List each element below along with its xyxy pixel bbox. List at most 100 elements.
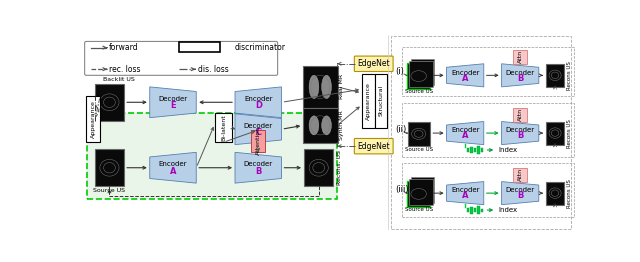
Text: D: D (255, 101, 262, 111)
Text: EdgeNet: EdgeNet (357, 59, 390, 68)
Text: A: A (462, 192, 468, 200)
Text: Encoder: Encoder (244, 96, 273, 102)
Text: rec. loss: rec. loss (109, 65, 140, 74)
Text: Decoder: Decoder (159, 96, 188, 102)
Ellipse shape (309, 75, 319, 99)
Polygon shape (447, 182, 484, 205)
FancyBboxPatch shape (477, 206, 479, 214)
Text: dis. loss: dis. loss (198, 65, 228, 74)
FancyBboxPatch shape (411, 177, 434, 203)
Text: Bi-latent: Bi-latent (221, 114, 226, 141)
FancyBboxPatch shape (84, 41, 278, 75)
FancyBboxPatch shape (410, 178, 433, 205)
Polygon shape (502, 182, 539, 205)
FancyBboxPatch shape (95, 84, 124, 121)
Text: Decoder: Decoder (506, 187, 535, 193)
Text: A: A (462, 74, 468, 83)
Text: Decoder: Decoder (506, 127, 535, 133)
Ellipse shape (309, 116, 319, 135)
FancyBboxPatch shape (303, 66, 338, 108)
Text: A: A (170, 167, 176, 176)
FancyBboxPatch shape (362, 74, 374, 128)
Text: Decoder: Decoder (244, 123, 273, 129)
Text: (iii): (iii) (396, 185, 409, 194)
Text: C: C (255, 128, 261, 138)
FancyBboxPatch shape (407, 63, 430, 89)
Text: Recons US: Recons US (566, 61, 572, 90)
Text: (i): (i) (396, 67, 404, 76)
Text: Source US: Source US (404, 207, 433, 212)
Polygon shape (447, 122, 484, 145)
FancyBboxPatch shape (215, 113, 232, 142)
Text: B: B (517, 131, 524, 140)
Text: Attention: Attention (256, 126, 260, 155)
Text: B: B (255, 167, 261, 176)
Text: Attn: Attn (518, 168, 523, 181)
Text: Appearance: Appearance (366, 82, 371, 120)
Text: Decoder: Decoder (506, 69, 535, 75)
Text: (ii): (ii) (396, 125, 406, 134)
Text: Encoder: Encoder (451, 127, 479, 133)
Text: A: A (462, 131, 468, 140)
Text: Attn: Attn (518, 108, 523, 121)
FancyBboxPatch shape (513, 50, 527, 64)
Text: discriminator: discriminator (235, 43, 286, 52)
Text: Recons US: Recons US (566, 119, 572, 148)
FancyBboxPatch shape (411, 59, 434, 85)
Polygon shape (150, 87, 196, 118)
Text: Source US: Source US (404, 147, 433, 152)
Polygon shape (235, 152, 282, 183)
FancyBboxPatch shape (470, 146, 472, 154)
FancyBboxPatch shape (467, 148, 469, 152)
FancyBboxPatch shape (467, 208, 469, 212)
FancyBboxPatch shape (481, 149, 483, 151)
FancyBboxPatch shape (546, 122, 564, 145)
Text: Source US: Source US (404, 89, 433, 94)
Text: Backlit US: Backlit US (103, 77, 135, 82)
Text: Index: Index (499, 207, 518, 213)
Text: Index: Index (499, 147, 518, 153)
Text: Synth MR: Synth MR (339, 111, 344, 140)
Text: Structural: Structural (378, 85, 383, 116)
FancyBboxPatch shape (304, 149, 333, 186)
FancyBboxPatch shape (179, 42, 220, 52)
Text: Encoder: Encoder (451, 69, 479, 75)
Text: Source US: Source US (93, 188, 125, 193)
Text: Recons US: Recons US (566, 179, 572, 208)
FancyBboxPatch shape (546, 182, 564, 205)
Polygon shape (447, 64, 484, 87)
Polygon shape (502, 122, 539, 145)
FancyBboxPatch shape (470, 207, 472, 214)
FancyBboxPatch shape (477, 146, 479, 154)
FancyBboxPatch shape (87, 113, 337, 199)
Text: forward: forward (109, 43, 138, 52)
FancyBboxPatch shape (410, 61, 433, 87)
FancyBboxPatch shape (355, 139, 393, 154)
Text: Attn: Attn (518, 50, 523, 63)
Text: B: B (517, 192, 524, 200)
Text: Encoder: Encoder (451, 187, 479, 193)
FancyBboxPatch shape (374, 74, 387, 128)
FancyBboxPatch shape (355, 56, 393, 72)
FancyBboxPatch shape (474, 148, 476, 152)
FancyBboxPatch shape (303, 108, 338, 143)
FancyBboxPatch shape (252, 130, 265, 151)
Text: E: E (170, 101, 176, 111)
FancyBboxPatch shape (95, 149, 124, 186)
FancyBboxPatch shape (408, 122, 429, 146)
Text: B: B (517, 74, 524, 83)
Polygon shape (235, 114, 282, 145)
FancyBboxPatch shape (474, 208, 476, 212)
FancyBboxPatch shape (86, 96, 100, 142)
Text: EdgeNet: EdgeNet (357, 142, 390, 151)
Polygon shape (235, 87, 282, 118)
FancyBboxPatch shape (481, 209, 483, 212)
Polygon shape (502, 64, 539, 87)
Polygon shape (150, 152, 196, 183)
Ellipse shape (322, 116, 332, 135)
Text: Recons. US: Recons. US (337, 150, 342, 185)
Text: Decoder: Decoder (244, 161, 273, 167)
Text: Real MR: Real MR (339, 74, 344, 100)
FancyBboxPatch shape (513, 108, 527, 122)
Ellipse shape (322, 75, 332, 99)
